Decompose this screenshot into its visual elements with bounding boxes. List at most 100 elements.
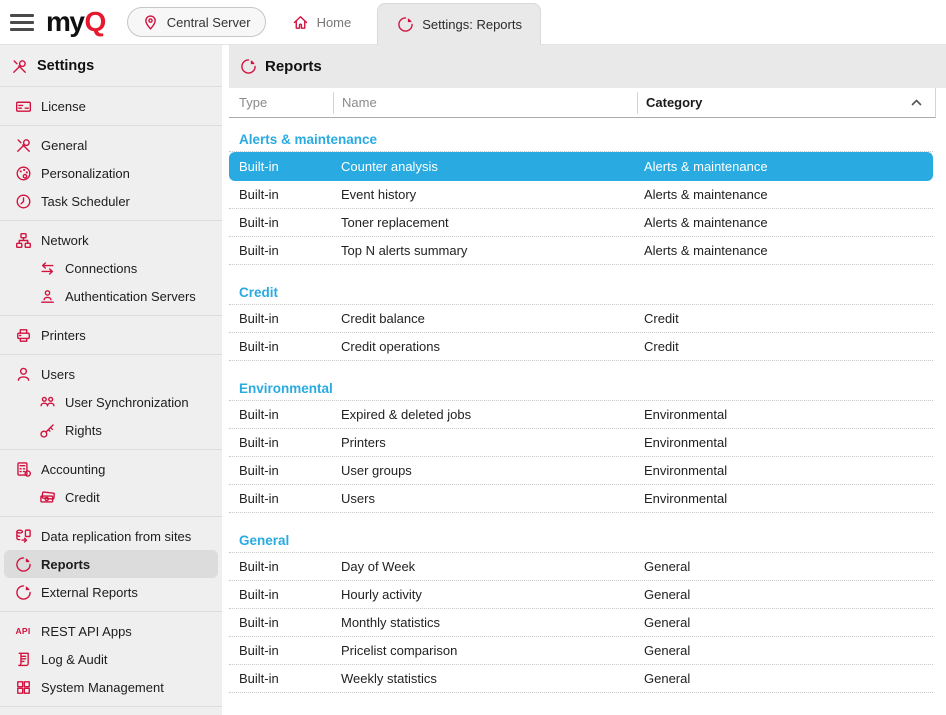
- table-row[interactable]: Built-in Weekly statistics General: [229, 665, 933, 693]
- sidebar-item-system-management[interactable]: System Management: [4, 673, 218, 701]
- table-row[interactable]: Built-in Monthly statistics General: [229, 609, 933, 637]
- tab-settings-reports-label: Settings: Reports: [422, 17, 522, 32]
- api-icon: API: [14, 622, 32, 640]
- table-row[interactable]: Built-in Printers Environmental: [229, 429, 933, 457]
- group-header: Credit: [229, 280, 933, 305]
- cell-name: Day of Week: [341, 559, 416, 574]
- column-header-type[interactable]: Type: [239, 95, 268, 110]
- tab-settings-reports[interactable]: Settings: Reports: [377, 3, 541, 45]
- sort-ascending-icon: [910, 96, 923, 111]
- sidebar-item-reports[interactable]: Reports: [4, 550, 218, 578]
- replication-icon: [14, 527, 32, 545]
- table-row[interactable]: Built-in Counter analysis Alerts & maint…: [229, 152, 933, 181]
- sidebar-divider: [0, 354, 222, 355]
- sidebar-item-label: Printers: [41, 327, 86, 343]
- sidebar-item-general[interactable]: General: [4, 131, 218, 159]
- sidebar-item-printers[interactable]: Printers: [4, 321, 218, 349]
- sidebar-item-label: Data replication from sites: [41, 528, 192, 544]
- logo-text-my: my: [46, 6, 85, 37]
- sidebar-divider: [0, 315, 222, 316]
- cell-type: Built-in: [239, 671, 279, 686]
- auth-person-icon: [38, 287, 56, 305]
- reports-panel: Reports Type Name Category Alerts & main…: [229, 45, 946, 715]
- table-row[interactable]: Built-in Day of Week General: [229, 553, 933, 581]
- sidebar-item-license[interactable]: License: [4, 92, 218, 120]
- table-row[interactable]: Built-in Expired & deleted jobs Environm…: [229, 401, 933, 429]
- sidebar-divider: [0, 706, 222, 707]
- sidebar-item-rest-api-apps[interactable]: API REST API Apps: [4, 617, 218, 645]
- sidebar-item-log-audit[interactable]: Log & Audit: [4, 645, 218, 673]
- sidebar-item-network[interactable]: Network: [4, 226, 218, 254]
- cell-name: Top N alerts summary: [341, 243, 468, 258]
- table-row[interactable]: Built-in Pricelist comparison General: [229, 637, 933, 665]
- sidebar-item-data-replication-from-sites[interactable]: Data replication from sites: [4, 522, 218, 550]
- cell-category: General: [644, 587, 691, 602]
- cell-type: Built-in: [239, 311, 279, 326]
- sidebar-item-authentication-servers[interactable]: Authentication Servers: [4, 282, 218, 310]
- cell-category: General: [644, 671, 691, 686]
- sidebar-item-accounting[interactable]: Accounting: [4, 455, 218, 483]
- column-divider: [333, 91, 334, 114]
- sidebar-item-task-scheduler[interactable]: Task Scheduler: [4, 187, 218, 215]
- logo-text-q: Q: [84, 6, 106, 37]
- cell-category: Credit: [644, 339, 679, 354]
- sidebar-item-label: Network: [41, 232, 89, 248]
- sidebar-item-user-synchronization[interactable]: User Synchronization: [4, 388, 218, 416]
- cell-type: Built-in: [239, 339, 279, 354]
- report-group-credit: Credit Built-in Credit balance Credit Bu…: [229, 280, 933, 361]
- table-row[interactable]: Built-in User groups Environmental: [229, 457, 933, 485]
- api-icon-text: API: [15, 626, 31, 636]
- cell-name: Expired & deleted jobs: [341, 407, 472, 422]
- pie-chart-icon: [14, 555, 32, 573]
- cell-type: Built-in: [239, 158, 279, 174]
- sidebar-item-users[interactable]: Users: [4, 360, 218, 388]
- hamburger-menu-icon[interactable]: [10, 13, 34, 31]
- cell-category: Environmental: [644, 407, 728, 422]
- cell-category: Environmental: [644, 491, 728, 506]
- server-selector-button[interactable]: Central Server: [126, 7, 266, 37]
- sidebar-item-label: Rights: [65, 422, 102, 438]
- cell-type: Built-in: [239, 243, 279, 258]
- sidebar-item-personalization[interactable]: Personalization: [4, 159, 218, 187]
- table-row[interactable]: Built-in Toner replacement Alerts & main…: [229, 209, 933, 237]
- sidebar-item-label: Authentication Servers: [65, 288, 196, 304]
- sidebar-divider: [0, 611, 222, 612]
- sidebar-item-label: Log & Audit: [41, 651, 108, 667]
- sidebar-main-gap: [222, 45, 229, 715]
- sidebar-item-label: User Synchronization: [65, 394, 189, 410]
- column-header-category[interactable]: Category: [646, 95, 703, 110]
- column-header-name[interactable]: Name: [342, 95, 377, 110]
- sidebar-item-label: External Reports: [41, 584, 138, 600]
- table-row[interactable]: Built-in Credit balance Credit: [229, 305, 933, 333]
- sidebar-item-external-reports[interactable]: External Reports: [4, 578, 218, 606]
- table-row[interactable]: Built-in Top N alerts summary Alerts & m…: [229, 237, 933, 265]
- sidebar-item-label: REST API Apps: [41, 623, 132, 639]
- table-row[interactable]: Built-in Users Environmental: [229, 485, 933, 513]
- sidebar-item-rights[interactable]: Rights: [4, 416, 218, 444]
- tools-icon: [14, 136, 32, 154]
- sidebar-divider: [0, 449, 222, 450]
- cell-category: Alerts & maintenance: [644, 187, 768, 202]
- table-row[interactable]: Built-in Hourly activity General: [229, 581, 933, 609]
- sidebar-item-credit[interactable]: Credit: [4, 483, 218, 511]
- tab-home[interactable]: Home: [292, 13, 351, 31]
- pie-chart-icon: [239, 58, 257, 76]
- cell-name: Weekly statistics: [341, 671, 437, 686]
- table-row[interactable]: Built-in Event history Alerts & maintena…: [229, 181, 933, 209]
- myq-logo: my Q: [46, 6, 106, 38]
- user-icon: [14, 365, 32, 383]
- sidebar-item-label: Reports: [41, 556, 91, 572]
- clock-icon: [14, 192, 32, 210]
- column-divider: [637, 91, 638, 114]
- group-header: Environmental: [229, 376, 933, 401]
- pie-chart-icon: [14, 583, 32, 601]
- cell-name: Counter analysis: [341, 158, 438, 174]
- panel-header: Reports: [229, 45, 946, 88]
- cell-name: User groups: [341, 463, 412, 478]
- sidebar-item-label: Accounting: [41, 461, 106, 477]
- cell-category: General: [644, 643, 691, 658]
- table-header: Type Name Category: [229, 88, 936, 118]
- table-row[interactable]: Built-in Credit operations Credit: [229, 333, 933, 361]
- sidebar-item-connections[interactable]: Connections: [4, 254, 218, 282]
- printer-icon: [14, 326, 32, 344]
